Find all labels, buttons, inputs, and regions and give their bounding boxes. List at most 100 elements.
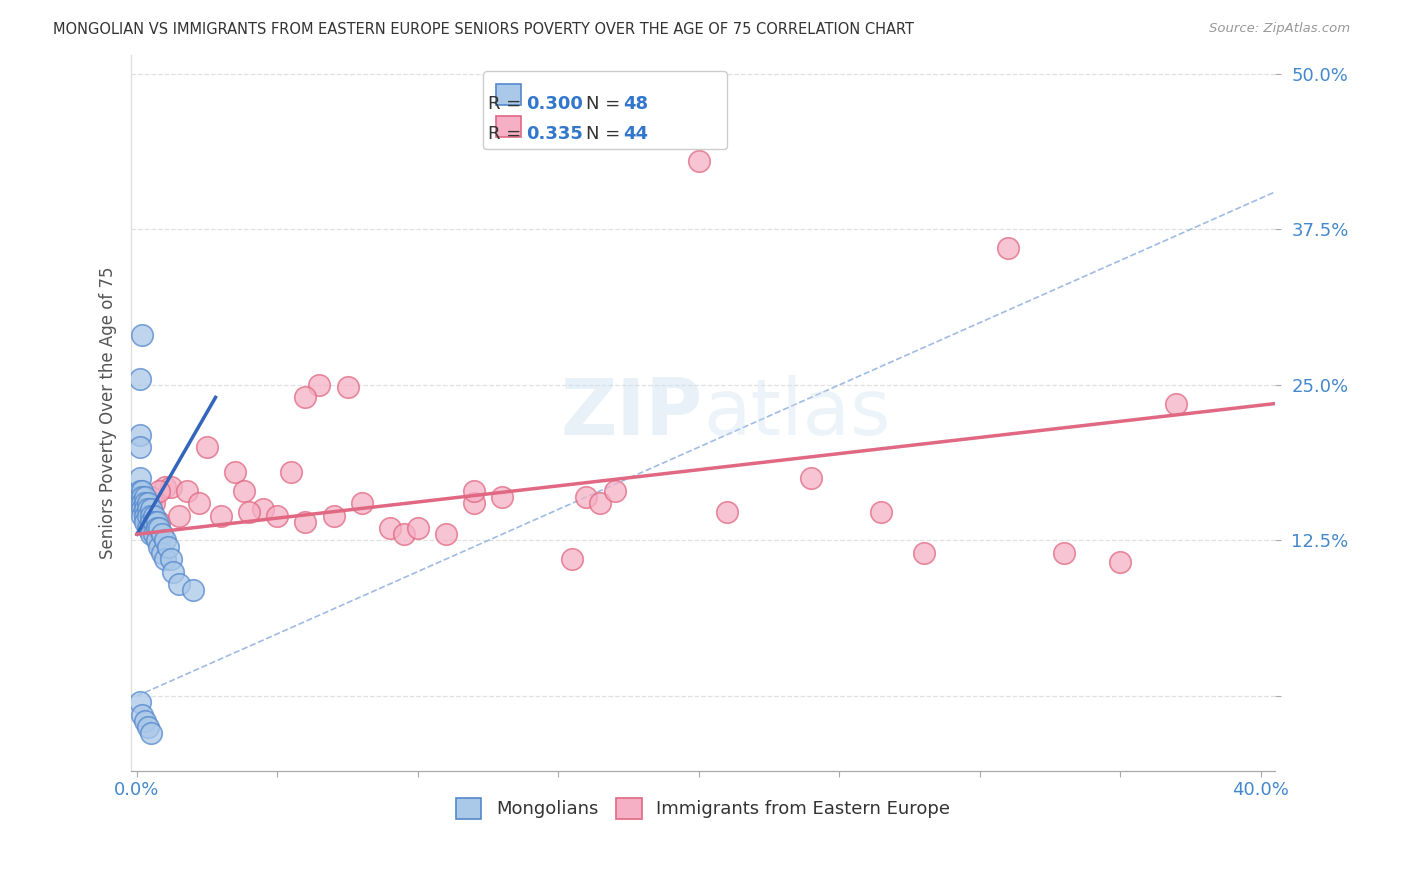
Point	[195, 440, 218, 454]
Legend: Mongolians, Immigrants from Eastern Europe: Mongolians, Immigrants from Eastern Euro…	[449, 791, 957, 826]
Point	[131, 707, 153, 722]
Point	[136, 720, 159, 734]
Point	[150, 527, 173, 541]
Text: R =: R =	[488, 125, 527, 143]
Point	[142, 496, 165, 510]
Point	[294, 515, 316, 529]
Point	[156, 540, 179, 554]
Point	[145, 515, 167, 529]
Point	[232, 483, 254, 498]
Point	[181, 583, 204, 598]
Point	[134, 502, 156, 516]
Point	[128, 440, 150, 454]
Text: Source: ZipAtlas.com: Source: ZipAtlas.com	[1209, 22, 1350, 36]
Point	[134, 496, 156, 510]
Point	[688, 153, 710, 168]
Point	[145, 521, 167, 535]
Text: N =: N =	[586, 95, 627, 112]
Point	[148, 515, 170, 529]
Point	[912, 546, 935, 560]
Point	[136, 508, 159, 523]
Point	[128, 490, 150, 504]
Text: 48: 48	[623, 95, 648, 112]
Text: atlas: atlas	[703, 375, 890, 451]
Point	[280, 465, 302, 479]
Point	[392, 527, 415, 541]
Point	[463, 496, 485, 510]
Point	[145, 533, 167, 548]
Point	[139, 490, 162, 504]
Point	[434, 527, 457, 541]
Point	[224, 465, 246, 479]
Text: 0.300: 0.300	[526, 95, 582, 112]
Point	[176, 483, 198, 498]
Point	[139, 502, 162, 516]
Point	[561, 552, 583, 566]
Text: R =: R =	[488, 95, 527, 112]
Point	[142, 515, 165, 529]
Point	[128, 372, 150, 386]
Point	[150, 546, 173, 560]
Point	[134, 515, 156, 529]
Point	[1166, 396, 1188, 410]
Text: MONGOLIAN VS IMMIGRANTS FROM EASTERN EUROPE SENIORS POVERTY OVER THE AGE OF 75 C: MONGOLIAN VS IMMIGRANTS FROM EASTERN EUR…	[53, 22, 914, 37]
Point	[1109, 555, 1132, 569]
Point	[142, 527, 165, 541]
Text: ZIP: ZIP	[561, 375, 703, 451]
Point	[134, 490, 156, 504]
Point	[238, 505, 260, 519]
Point	[134, 714, 156, 728]
Point	[128, 483, 150, 498]
Point	[162, 565, 184, 579]
Point	[322, 508, 344, 523]
Point	[153, 552, 176, 566]
Point	[463, 483, 485, 498]
Point	[153, 533, 176, 548]
Point	[148, 521, 170, 535]
Point	[139, 496, 162, 510]
Point	[252, 502, 274, 516]
Point	[1053, 546, 1076, 560]
Point	[800, 471, 823, 485]
Point	[266, 508, 288, 523]
Point	[139, 515, 162, 529]
Point	[131, 508, 153, 523]
Point	[209, 508, 232, 523]
Point	[128, 471, 150, 485]
Point	[294, 390, 316, 404]
Point	[308, 378, 330, 392]
Point	[870, 505, 893, 519]
Point	[716, 505, 738, 519]
Point	[603, 483, 626, 498]
Point	[167, 577, 190, 591]
Point	[575, 490, 598, 504]
Point	[167, 508, 190, 523]
Point	[136, 502, 159, 516]
Point	[131, 496, 153, 510]
Point	[128, 496, 150, 510]
Point	[136, 521, 159, 535]
Point	[136, 496, 159, 510]
Text: 44: 44	[623, 125, 648, 143]
Point	[139, 527, 162, 541]
Point	[491, 490, 513, 504]
Point	[378, 521, 401, 535]
Point	[336, 380, 359, 394]
Point	[350, 496, 373, 510]
Point	[139, 726, 162, 740]
Point	[159, 480, 181, 494]
Point	[187, 496, 209, 510]
Text: 0.335: 0.335	[526, 125, 582, 143]
Point	[128, 427, 150, 442]
Point	[128, 695, 150, 709]
Point	[131, 502, 153, 516]
Text: N =: N =	[586, 125, 627, 143]
Y-axis label: Seniors Poverty Over the Age of 75: Seniors Poverty Over the Age of 75	[100, 267, 117, 559]
Point	[142, 508, 165, 523]
Point	[159, 552, 181, 566]
Point	[139, 508, 162, 523]
Point	[148, 540, 170, 554]
Point	[406, 521, 429, 535]
Point	[148, 483, 170, 498]
Point	[997, 241, 1019, 255]
